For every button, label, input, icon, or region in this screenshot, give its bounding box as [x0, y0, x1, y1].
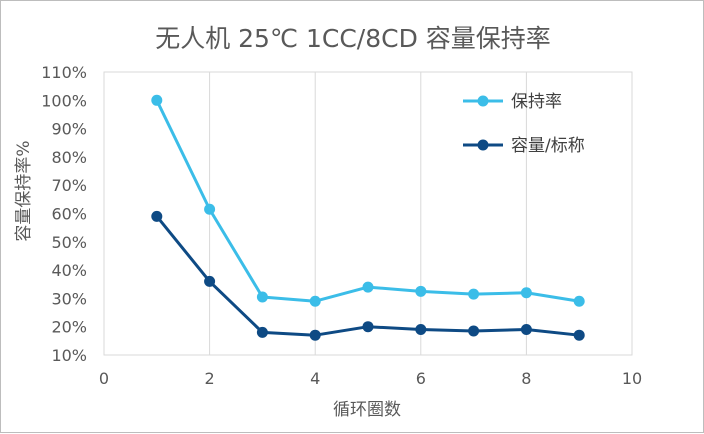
y-tick-label: 100%	[41, 91, 87, 110]
data-point	[309, 329, 321, 341]
data-point	[520, 324, 532, 336]
data-point	[415, 324, 427, 336]
x-tick-label: 8	[521, 369, 531, 388]
y-tick-label: 60%	[51, 205, 87, 224]
y-tick-label: 90%	[51, 120, 87, 139]
x-axis-label: 循环圈数	[333, 400, 401, 420]
y-axis-ticks: 10% 20% 30% 40% 50% 60% 70% 80% 90% 100% 110%	[41, 63, 87, 365]
chart-title: 无人机 25℃ 1CC/8CD 容量保持率	[155, 24, 551, 53]
legend-label: 容量/标称	[511, 136, 585, 156]
y-tick-label: 50%	[51, 233, 87, 252]
y-axis-label: 容量保持率%	[14, 140, 34, 241]
y-tick-label: 110%	[41, 63, 87, 82]
y-tick-label: 20%	[51, 318, 87, 337]
plot-area-border	[103, 71, 633, 356]
y-tick-label: 10%	[51, 346, 87, 365]
data-point	[468, 325, 480, 337]
data-point	[520, 287, 532, 299]
data-point	[204, 203, 216, 215]
data-point	[256, 326, 268, 338]
data-point	[151, 94, 163, 106]
y-tick-label: 80%	[51, 148, 87, 167]
x-tick-label: 6	[416, 369, 426, 388]
data-point	[362, 281, 374, 293]
legend-swatch-marker	[477, 95, 489, 107]
x-tick-label: 10	[622, 369, 642, 388]
legend-item: 保持率	[463, 92, 562, 112]
data-point	[151, 210, 163, 222]
data-point	[415, 285, 427, 297]
legend-label: 保持率	[511, 92, 562, 112]
series-容量/标称	[151, 210, 585, 341]
series-保持率	[151, 94, 585, 307]
data-point	[362, 321, 374, 333]
data-point	[468, 288, 480, 300]
y-tick-label: 30%	[51, 289, 87, 308]
data-point	[309, 295, 321, 307]
x-tick-label: 2	[205, 369, 215, 388]
gridlines	[209, 72, 527, 355]
series-line	[155, 215, 580, 337]
data-point	[204, 275, 216, 287]
data-point	[573, 295, 585, 307]
legend-swatch-marker	[477, 139, 489, 151]
y-tick-label: 40%	[51, 261, 87, 280]
y-tick-label: 70%	[51, 176, 87, 195]
data-point	[573, 329, 585, 341]
legend-item: 容量/标称	[463, 136, 585, 156]
x-axis-ticks: 0 2 4 6 8 10	[99, 369, 642, 388]
series-layer	[151, 94, 585, 341]
x-tick-label: 0	[99, 369, 109, 388]
x-tick-label: 4	[310, 369, 320, 388]
series-line	[155, 99, 580, 303]
data-point	[256, 291, 268, 303]
